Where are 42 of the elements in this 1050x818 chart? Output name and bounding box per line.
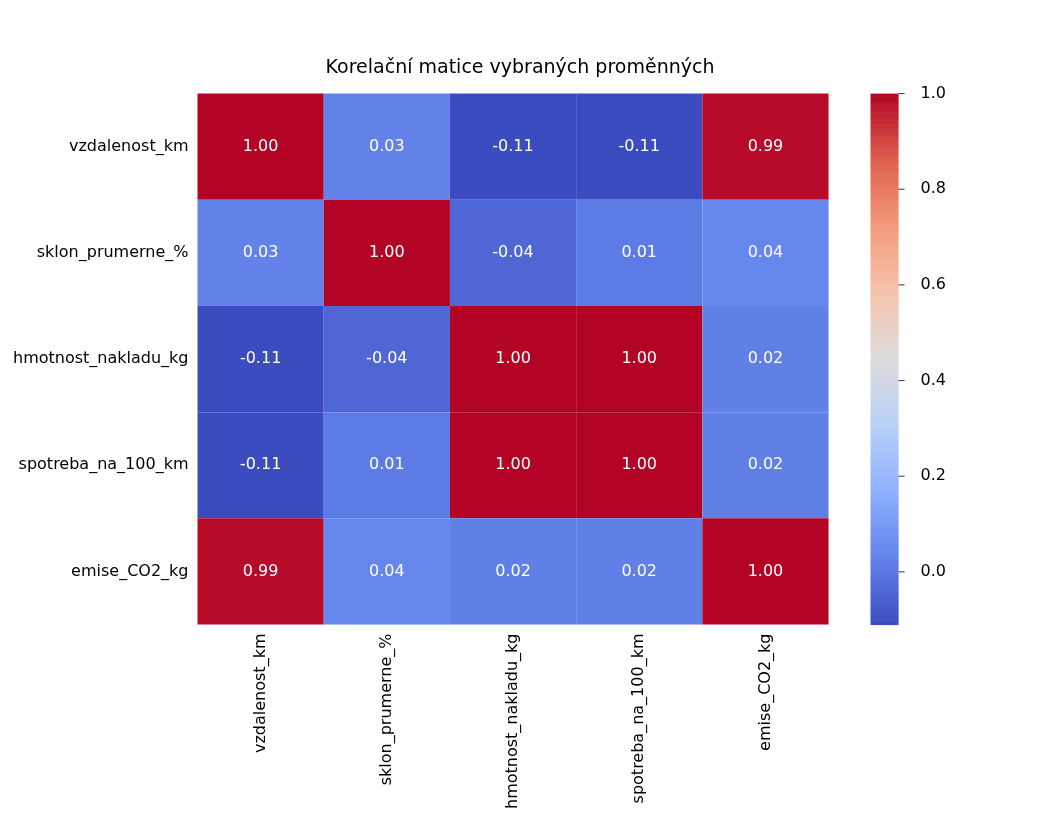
data-label: 0.04 bbox=[369, 560, 405, 580]
data-label: -0.11 bbox=[239, 348, 282, 368]
data-label: -0.04 bbox=[492, 242, 534, 262]
data-label: 0.99 bbox=[747, 135, 784, 155]
y-tick-label: sklon_prumerne_% bbox=[36, 242, 189, 263]
data-label: -0.11 bbox=[239, 454, 282, 474]
data-label: 0.01 bbox=[621, 242, 658, 262]
color-bar-label: 0.2 bbox=[920, 465, 947, 485]
y-tick-label: emise_CO2_kg bbox=[71, 560, 189, 581]
data-label: -0.04 bbox=[366, 348, 408, 368]
data-label: -0.11 bbox=[618, 135, 660, 155]
y-tick-label: spotreba_na_100_km bbox=[18, 454, 189, 475]
x-tick-label: emise_CO2_kg bbox=[754, 633, 775, 751]
data-label: 0.01 bbox=[369, 454, 405, 474]
data-label: 1.00 bbox=[369, 242, 405, 262]
data-label: 0.99 bbox=[242, 560, 279, 580]
data-label: 1.00 bbox=[242, 135, 279, 155]
data-label: 1.00 bbox=[495, 348, 531, 368]
data-label: 0.02 bbox=[747, 348, 784, 368]
x-tick-label: sklon_prumerne_% bbox=[375, 633, 396, 786]
data-label: 0.03 bbox=[369, 135, 405, 155]
color-bar-label: 0.4 bbox=[920, 369, 947, 389]
data-label: 0.02 bbox=[495, 560, 531, 580]
color-bar-label: 0.8 bbox=[920, 178, 947, 198]
data-label: 1.00 bbox=[747, 560, 784, 580]
x-tick-label: vzdalenost_km bbox=[249, 633, 270, 754]
color-bar-label: 0.6 bbox=[920, 274, 947, 294]
x-tick-label: hmotnost_nakladu_kg bbox=[502, 633, 523, 810]
y-tick-label: vzdalenost_km bbox=[68, 135, 189, 156]
x-tick-label: spotreba_na_100_km bbox=[628, 633, 649, 804]
data-label: 0.04 bbox=[747, 242, 784, 262]
data-label: 0.03 bbox=[242, 242, 279, 262]
data-label: 1.00 bbox=[621, 348, 658, 368]
data-label: -0.11 bbox=[492, 135, 534, 155]
color-bar-label: 0.0 bbox=[920, 561, 947, 581]
data-label: 0.02 bbox=[747, 454, 784, 474]
data-label: 0.02 bbox=[621, 560, 658, 580]
color-bar-label: 1.0 bbox=[920, 82, 947, 102]
y-tick-label: hmotnost_nakladu_kg bbox=[12, 348, 189, 369]
chart-title: Korelační matice vybraných proměnných bbox=[325, 55, 715, 78]
data-label: 1.00 bbox=[621, 454, 658, 474]
data-label: 1.00 bbox=[495, 454, 531, 474]
